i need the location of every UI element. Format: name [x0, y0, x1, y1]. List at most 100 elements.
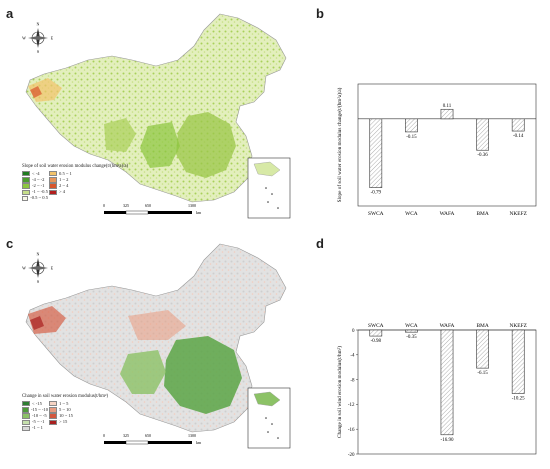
- svg-text:N: N: [37, 252, 40, 257]
- panel-letter-c: c: [6, 236, 14, 251]
- panel-letter-d: d: [316, 236, 324, 251]
- value-label: -0.14: [513, 134, 524, 139]
- value-label: -0.79: [371, 191, 382, 196]
- bar-chart-d: -0.98 SWCA -0.35 WCA -16.90 WAFA -6.15 BMA -10.2…: [318, 250, 544, 465]
- legend-item: 5 ~ 10: [49, 407, 75, 413]
- legend-swatch: [49, 177, 57, 183]
- y-axis-label: Slope of soil water erosion modulus chan…: [336, 87, 343, 202]
- legend-label: -5 ~ -1: [32, 419, 45, 425]
- legend-label: -2 ~ -1: [32, 183, 45, 188]
- legend-label: 1 ~ 5: [59, 400, 69, 406]
- legend-label: -1 ~ 1: [32, 425, 43, 431]
- legend-item: 1 ~ 5: [49, 401, 75, 407]
- legend-swatch: [22, 183, 30, 189]
- legend-label: < -4: [32, 170, 40, 176]
- value-label: -10.25: [512, 397, 525, 402]
- legend-label: 1 ~ 2: [59, 176, 69, 182]
- legend-label: -1 ~ -0.5: [32, 189, 48, 195]
- y-tick-label: 0: [352, 329, 355, 334]
- category-label: WAFA: [440, 323, 455, 329]
- map-a-legend-title: Slope of soil water erosion modulus chan…: [22, 164, 129, 169]
- legend-item: -1 ~ 1: [22, 425, 48, 432]
- category-label: NKEFZ: [510, 323, 527, 329]
- legend-swatch: [49, 419, 57, 426]
- legend-swatch: [22, 407, 29, 413]
- bar-swca: [369, 329, 383, 337]
- svg-text:1300: 1300: [188, 203, 196, 208]
- legend-item: -5 ~ -1: [22, 419, 48, 426]
- legend-item: -10 ~ -5: [22, 413, 48, 419]
- value-label: 0.11: [443, 104, 452, 109]
- value-label: -6.15: [477, 371, 488, 376]
- map-a-legend: Slope of soil water erosion modulus chan…: [22, 164, 128, 202]
- bar-wca: [405, 118, 418, 133]
- legend-swatch: [22, 413, 30, 419]
- svg-text:1300: 1300: [188, 433, 196, 438]
- y-tick-label: -16: [348, 428, 355, 433]
- value-label: -0.35: [406, 335, 417, 340]
- bar-bma: [476, 118, 489, 151]
- svg-text:650: 650: [145, 433, 151, 438]
- value-label: -0.36: [477, 153, 488, 158]
- map-panel-c: N S E W 0 325 650 1300 km: [8, 236, 298, 451]
- legend-label: 10 ~ 15: [59, 413, 73, 418]
- legend-item: 1 ~ 2: [49, 177, 75, 183]
- category-label: SWCA: [368, 323, 384, 329]
- scale-bar: 0 325 650 1300 km: [103, 203, 202, 215]
- bar-nkefz: [511, 329, 525, 394]
- category-label: BMA: [476, 211, 488, 217]
- legend-item: > 4: [49, 189, 75, 196]
- legend-item: 2 ~ 4: [49, 183, 75, 189]
- y-tick-label: -12: [348, 403, 355, 408]
- legend-item: -1 ~ -0.5: [22, 189, 48, 196]
- south-china-sea-inset: [247, 157, 291, 219]
- bar-wca: [405, 329, 418, 333]
- y-axis-label: Change in soil wind erosion modulus(t/hm…: [336, 346, 343, 438]
- category-label: BMA: [476, 323, 488, 329]
- map-c-legend-title: Change in soil water erosion modulus(t/h…: [22, 394, 109, 399]
- legend-label: 0.5 ~ 1: [59, 170, 72, 176]
- legend-swatch: [22, 400, 30, 407]
- svg-text:650: 650: [145, 203, 151, 208]
- south-china-sea-inset-c: [247, 387, 291, 449]
- compass-n: N: [37, 22, 40, 27]
- category-label: NKEFZ: [510, 211, 527, 217]
- legend-swatch: [22, 189, 30, 196]
- legend-label: 2 ~ 4: [59, 183, 69, 188]
- legend-swatch: [22, 177, 30, 183]
- legend-item: < -15: [22, 401, 48, 407]
- legend-label: < -15: [32, 400, 42, 406]
- value-label: -16.90: [441, 438, 454, 443]
- legend-item: -0.5 ~ 0.5: [22, 195, 48, 202]
- category-label: WCA: [405, 211, 418, 217]
- bar-wafa: [440, 108, 454, 120]
- legend-item: 10 ~ 15: [49, 413, 75, 419]
- legend-swatch: [49, 400, 57, 407]
- scale-bar-c: 0 325 650 1300 km: [103, 433, 202, 445]
- compass-e: E: [51, 36, 54, 41]
- category-label: SWCA: [368, 211, 384, 217]
- map-panel-a: N S E W 0 325 650 1300 km: [8, 6, 298, 221]
- legend-label: 5 ~ 10: [59, 406, 71, 412]
- legend-label: -0.5 ~ 0.5: [30, 195, 48, 201]
- svg-text:S: S: [37, 279, 39, 284]
- legend-item: 0.5 ~ 1: [49, 171, 75, 177]
- svg-text:0: 0: [103, 433, 105, 438]
- bar-nkefz: [511, 118, 525, 132]
- svg-text:km: km: [196, 440, 202, 445]
- y-tick-label: -4: [350, 354, 355, 359]
- bar-chart-b-svg: -0.79 SWCA -0.15 WCA 0.11 WAFA -0.36 BMA -0.14 NK…: [336, 83, 537, 217]
- legend-swatch: [49, 170, 57, 177]
- svg-text:E: E: [51, 266, 54, 271]
- legend-item: -4 ~ -2: [22, 177, 48, 183]
- legend-label: -4 ~ -2: [32, 176, 45, 182]
- map-a-svg: N S E W 0 325 650 1300 km: [22, 13, 291, 219]
- legend-swatch: [49, 407, 57, 413]
- panel-letter-b: b: [316, 6, 324, 21]
- y-tick-label: -20: [348, 453, 355, 458]
- category-label: WCA: [405, 323, 418, 329]
- legend-item: > 15: [49, 419, 75, 426]
- svg-text:km: km: [196, 210, 202, 215]
- legend-swatch: [49, 189, 57, 196]
- compass-s: S: [37, 49, 39, 54]
